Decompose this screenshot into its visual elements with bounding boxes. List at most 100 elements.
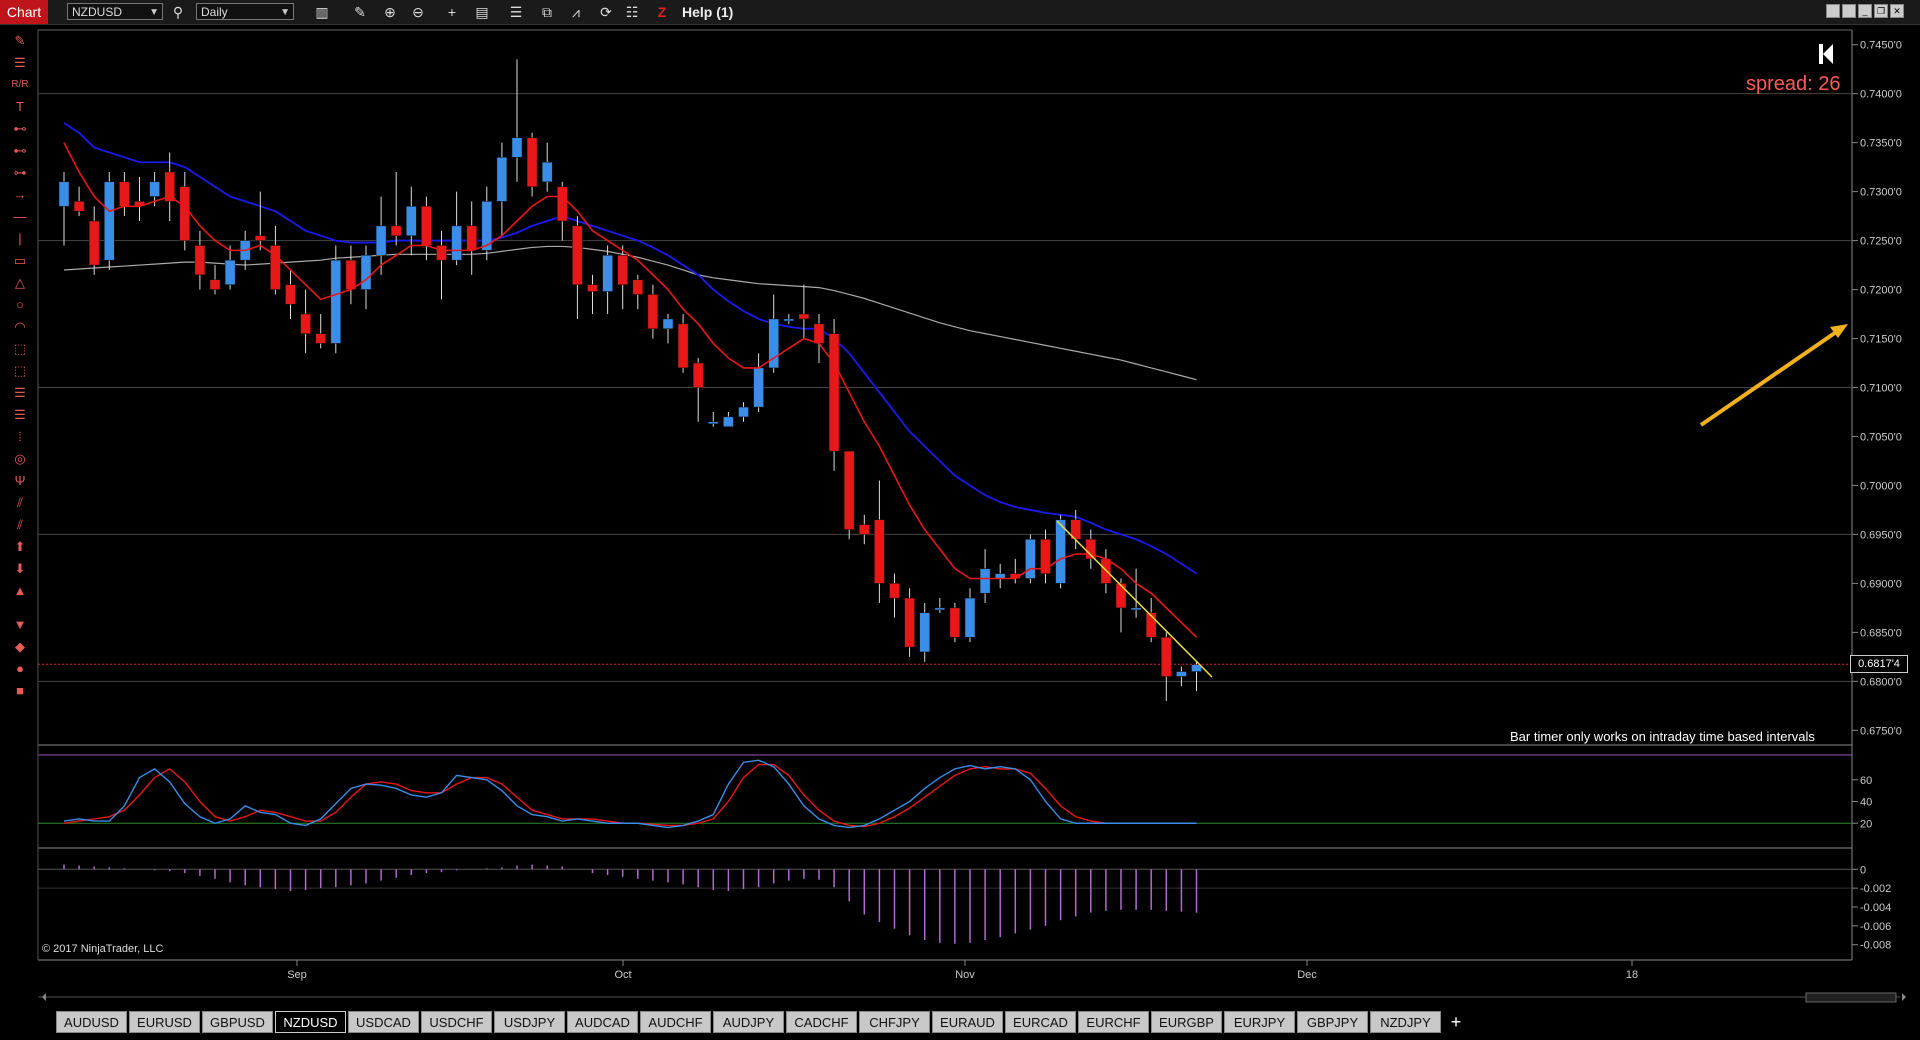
indicators-icon[interactable]: ⩘ [572,4,580,20]
interval-selector[interactable]: Daily ▼ [196,3,294,20]
tab-gbpjpy[interactable]: GBPJPY [1297,1011,1368,1033]
ray-icon[interactable]: ⊷ [13,143,27,158]
z-logo-icon[interactable]: Z [657,4,667,20]
zoom-in-icon[interactable]: ⊕ [384,4,396,20]
arrow-down-icon[interactable]: ⬇ [14,561,26,576]
search-icon[interactable]: ⚲ [172,4,184,20]
triangle-down-icon[interactable]: ▼ [13,617,27,632]
horizontal-line-icon[interactable]: — [13,209,27,224]
price-tick-label: 0.7050'0 [1860,431,1902,443]
tile-icon[interactable] [1826,4,1840,18]
candle [753,367,764,408]
risk-reward-icon[interactable]: R/R [11,79,29,90]
ruler-icon[interactable]: ☰ [14,55,26,70]
candle [1055,519,1066,584]
tile-icon[interactable] [1842,4,1856,18]
pointer-icon[interactable]: ✎ [14,33,26,48]
pencil-icon[interactable]: ✎ [354,4,366,20]
regression-icon[interactable]: ⬚ [13,363,27,378]
strategies-icon[interactable]: ⧉ [542,4,552,20]
candle [1130,607,1142,611]
fib-time-icon[interactable]: ⦙ [18,429,22,444]
triangle-up-icon[interactable]: ▲ [13,583,27,598]
triangle-icon[interactable]: △ [15,275,25,290]
candle [179,186,191,241]
price-tick-label: 0.7350'0 [1860,138,1902,150]
arc-icon[interactable]: ◠ [14,319,26,334]
square-icon[interactable]: ■ [16,683,24,698]
rectangle-icon[interactable]: ▭ [13,253,27,268]
properties-icon[interactable]: ☰ [509,4,523,20]
bar-type-icon[interactable]: ▥ [315,4,329,20]
candle [315,333,326,344]
diamond-icon[interactable]: ◆ [15,639,25,654]
tab-audchf[interactable]: AUDCHF [640,1011,711,1033]
dot-icon[interactable]: ● [16,661,24,676]
time-tick-label: 18 [1626,969,1638,981]
tab-euraud[interactable]: EURAUD [932,1011,1003,1033]
instrument-selector[interactable]: NZDUSD ▼ [67,3,163,20]
time-tick-label: Nov [955,969,975,981]
data-box-icon[interactable]: ▤ [475,4,489,20]
trendline[interactable] [1056,520,1213,678]
trend-channel-icon[interactable]: ⫽ [17,517,23,532]
candle [300,313,311,334]
candle [572,225,583,285]
candle [602,255,613,292]
ellipse-icon[interactable]: ○ [16,297,24,312]
tab-audjpy[interactable]: AUDJPY [713,1011,784,1033]
minimize-icon[interactable]: _ [1858,4,1872,18]
vertical-line-icon[interactable]: | [18,231,22,246]
region-icon[interactable]: ⬚ [13,341,27,356]
help-menu[interactable]: Help (1) [682,4,734,20]
maximize-icon[interactable]: ❐ [1874,4,1888,18]
fib-circle-icon[interactable]: ◎ [14,451,26,466]
candle [421,206,432,246]
tab-audusd[interactable]: AUDUSD [56,1011,127,1033]
tab-gbpusd[interactable]: GBPUSD [202,1011,273,1033]
arrow-annotation[interactable] [1699,326,1844,427]
crosshair-icon[interactable]: + [447,4,457,20]
fib-retracement-icon[interactable]: ☰ [14,385,26,400]
tab-eurgbp[interactable]: EURGBP [1151,1011,1222,1033]
tab-nzdusd[interactable]: NZDUSD [275,1011,346,1033]
candle [496,157,508,202]
text-icon[interactable]: T [16,99,24,114]
rewind-icon[interactable] [1819,44,1833,64]
tab-usdcad[interactable]: USDCAD [348,1011,419,1033]
reload-icon[interactable]: ⟳ [600,4,612,20]
macd-tick-label: -0.008 [1860,940,1891,952]
candle [949,607,961,638]
tab-chfjpy[interactable]: CHFJPY [859,1011,930,1033]
add-tab-icon[interactable]: + [1443,1011,1469,1033]
tab-eurjpy[interactable]: EURJPY [1224,1011,1295,1033]
line-icon[interactable]: ⊷ [13,121,27,136]
candle [979,568,991,594]
price-tick-label: 0.7150'0 [1860,334,1902,346]
horizontal-scrollbar[interactable] [42,992,1906,1003]
arrow-line-icon[interactable]: → [13,187,27,202]
stoch-tick-label: 60 [1860,775,1872,787]
extended-line-icon[interactable]: ⊶ [13,165,27,180]
tab-audcad[interactable]: AUDCAD [567,1011,638,1033]
fib-extension-icon[interactable]: ☰ [14,407,26,422]
tab-cadchf[interactable]: CADCHF [786,1011,857,1033]
tab-nzdjpy[interactable]: NZDJPY [1370,1011,1441,1033]
tab-usdchf[interactable]: USDCHF [421,1011,492,1033]
ema-fast-line [63,142,1198,638]
drawing-objects[interactable] [1056,324,1848,678]
candle [360,255,372,290]
candle [738,406,749,418]
chart-plot-area[interactable]: 0.7450'0 0.7400'0 0.7350'0 0.7300'0 0.7250'0… [0,0,1920,1007]
list-icon[interactable]: ☷ [625,4,639,20]
tab-eurcad[interactable]: EURCAD [1005,1011,1076,1033]
pitchfork-icon[interactable]: Ψ [14,473,26,488]
tab-eurusd[interactable]: EURUSD [129,1011,200,1033]
candle [270,245,281,290]
tab-eurchf[interactable]: EURCHF [1078,1011,1149,1033]
gann-fan-icon[interactable]: ⫽ [17,495,23,510]
tab-usdjpy[interactable]: USDJPY [494,1011,565,1033]
zoom-out-icon[interactable]: ⊖ [412,4,424,20]
close-icon[interactable]: ✕ [1890,4,1904,18]
arrow-up-icon[interactable]: ⬆ [14,539,26,554]
